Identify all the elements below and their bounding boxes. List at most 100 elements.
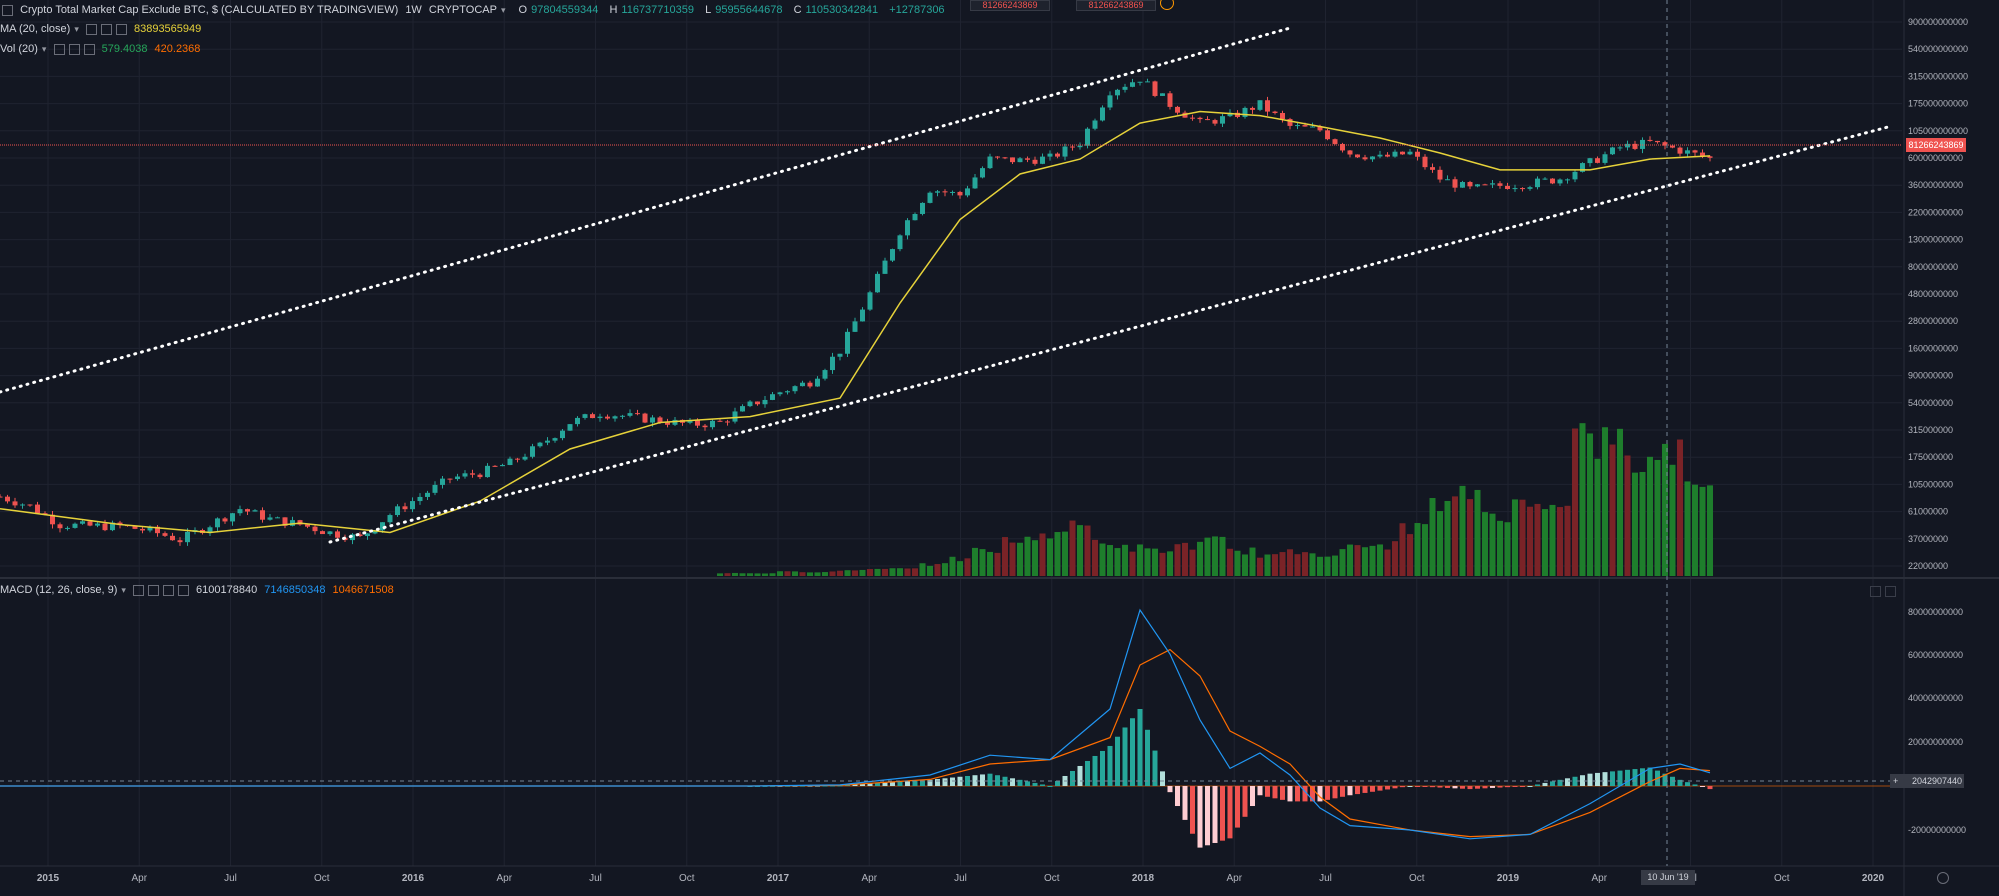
candle-body xyxy=(207,527,213,534)
eye-icon[interactable] xyxy=(85,23,97,35)
candle-body xyxy=(1077,145,1083,148)
volume-bar xyxy=(1564,505,1571,576)
last-price-badge: 81266243869 xyxy=(1906,138,1966,152)
settings-icon[interactable] xyxy=(68,43,80,55)
plus-icon[interactable]: + xyxy=(1893,776,1899,786)
candle-body xyxy=(185,531,190,543)
y-tick-label: 105000000 xyxy=(1908,479,1953,489)
candle-body xyxy=(1257,100,1263,110)
chevron-down-icon[interactable]: ▾ xyxy=(74,24,79,34)
candle-body xyxy=(635,413,640,415)
candle-body xyxy=(642,413,648,423)
candle-body xyxy=(1287,119,1293,126)
volume-bar xyxy=(724,573,731,576)
candle-body xyxy=(507,458,513,466)
candle-body xyxy=(597,416,603,419)
ma-label[interactable]: MA (20, close) xyxy=(0,23,71,35)
chevron-down-icon[interactable]: ▾ xyxy=(500,5,506,15)
candle-body xyxy=(20,504,25,506)
candle-body xyxy=(1527,187,1533,189)
candle-body xyxy=(425,492,430,497)
candle-body xyxy=(1610,147,1615,155)
close-icon[interactable] xyxy=(83,43,95,55)
volume-bar xyxy=(1399,523,1406,576)
y-tick-label: 540000000 xyxy=(1908,398,1953,408)
y-tick-label: 1600000000 xyxy=(1908,343,1958,353)
settings-icon[interactable] xyxy=(147,584,159,596)
macd-histogram-bar xyxy=(852,784,858,786)
candle-body xyxy=(110,522,115,531)
volume-bar xyxy=(1159,552,1166,576)
macd-histogram-bar xyxy=(1025,781,1030,786)
chevron-down-icon[interactable]: ▾ xyxy=(41,44,47,54)
macd-histogram-bar xyxy=(1332,786,1338,799)
candle-body xyxy=(530,446,535,457)
macd-histogram-bar xyxy=(1677,779,1683,786)
eye-icon[interactable] xyxy=(53,43,65,55)
candle-body xyxy=(1265,100,1270,112)
volume-bar xyxy=(1609,444,1616,576)
volume-bar xyxy=(792,571,798,576)
macd-y-tick-label: 40000000000 xyxy=(1908,693,1963,703)
volume-bar xyxy=(1212,536,1218,576)
pane-close-icon[interactable] xyxy=(1885,586,1896,597)
format-icon[interactable] xyxy=(162,584,174,596)
y-tick-label: 22000000000 xyxy=(1908,207,1963,217)
vol-label[interactable]: Vol (20) xyxy=(0,43,38,55)
symbol-title[interactable]: Crypto Total Market Cap Exclude BTC, $ (… xyxy=(20,4,399,16)
volume-bar xyxy=(1519,499,1526,576)
alert-icon[interactable] xyxy=(1160,0,1174,10)
volume-bar xyxy=(1482,512,1488,576)
eye-icon[interactable] xyxy=(132,584,144,596)
candle-body xyxy=(1572,171,1578,180)
pane-maximize-icon[interactable] xyxy=(1870,586,1881,597)
candle-body xyxy=(275,517,280,519)
candle-body xyxy=(1340,143,1345,151)
macd-histogram-bar xyxy=(1400,786,1405,788)
volume-bar xyxy=(874,568,881,576)
candle-body xyxy=(350,534,355,541)
x-tick-label: 2018 xyxy=(1132,873,1155,884)
candle-body xyxy=(102,523,108,531)
volume-bar xyxy=(1639,471,1646,576)
settings-icon[interactable] xyxy=(100,23,112,35)
buy-button[interactable]: 81266243869 xyxy=(1076,0,1156,11)
y-tick-label: 540000000000 xyxy=(1908,44,1968,54)
macd-histogram-bar xyxy=(1317,786,1323,802)
macd-histogram-bar xyxy=(1212,786,1218,843)
candlestick-series xyxy=(0,78,1713,546)
candle-body xyxy=(1002,157,1008,159)
candle-body xyxy=(1272,111,1278,113)
candle-body xyxy=(147,526,153,531)
x-tick-label: Jul xyxy=(589,873,602,884)
volume-bar xyxy=(912,568,918,576)
macd-y-tick-label: 60000000000 xyxy=(1908,650,1963,660)
volume-bar xyxy=(1249,547,1256,576)
volume-bar xyxy=(1602,427,1608,576)
trendlines[interactable] xyxy=(0,26,1892,544)
volume-bar xyxy=(1287,549,1293,576)
close-icon[interactable] xyxy=(115,23,127,35)
macd-label[interactable]: MACD (12, 26, close, 9) xyxy=(0,584,118,596)
candle-body xyxy=(0,496,3,498)
settings-gear-icon[interactable] xyxy=(1937,872,1949,884)
candle-body xyxy=(1497,183,1503,186)
close-icon[interactable] xyxy=(177,584,189,596)
candle-body xyxy=(1190,117,1195,119)
volume-bar xyxy=(1707,485,1713,576)
macd-histogram-bar xyxy=(1190,786,1195,834)
volume-bar xyxy=(1077,525,1083,576)
candle-body xyxy=(1400,151,1405,155)
candle-body xyxy=(980,168,985,178)
candle-body xyxy=(252,510,258,512)
x-tick-label: Apr xyxy=(1591,873,1607,884)
ma-value: 83893565949 xyxy=(133,23,202,35)
y-tick-label: 61000000 xyxy=(1908,507,1948,517)
trendline xyxy=(328,124,1892,544)
chevron-down-icon[interactable]: ▾ xyxy=(121,585,126,595)
sell-button[interactable]: 81266243869 xyxy=(970,0,1050,11)
interval-label[interactable]: 1W xyxy=(405,4,422,16)
candle-body xyxy=(747,401,753,407)
volume-bar xyxy=(1624,455,1631,576)
